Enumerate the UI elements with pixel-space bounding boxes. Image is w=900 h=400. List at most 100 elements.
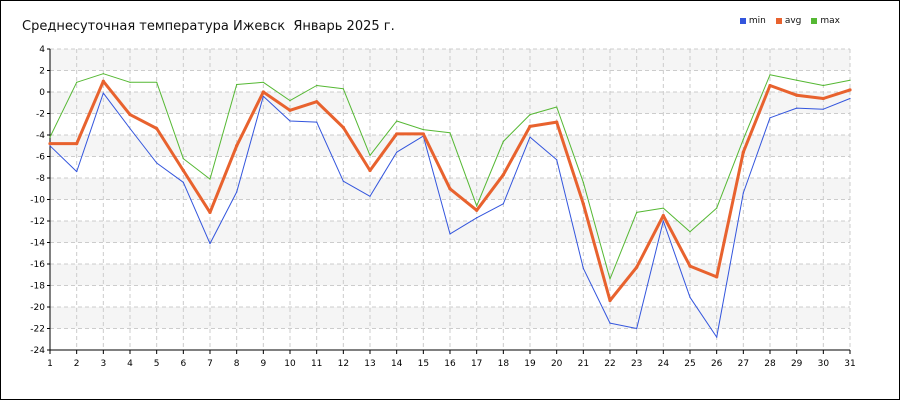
y-tick-label: -10: [30, 196, 45, 206]
data-point-avg: [848, 88, 852, 92]
data-point-max: [822, 84, 824, 87]
data-point-max: [742, 138, 744, 140]
x-tick-label: 13: [364, 359, 375, 369]
x-tick-label: 30: [818, 359, 830, 369]
data-point-avg: [181, 168, 185, 173]
x-tick-label: 10: [284, 359, 296, 369]
data-point-max: [689, 231, 691, 233]
data-point-max: [76, 81, 78, 83]
data-point-avg: [608, 298, 612, 303]
data-point-min: [289, 120, 291, 122]
x-tick-label: 28: [764, 359, 776, 369]
data-point-max: [369, 154, 371, 157]
data-point-min: [102, 92, 104, 94]
data-point-min: [76, 170, 78, 173]
y-tick-label: 2: [39, 67, 45, 77]
legend-swatch-min: [739, 18, 746, 24]
x-tick-label: 29: [791, 359, 803, 369]
data-point-avg: [635, 265, 639, 269]
data-point-avg: [715, 275, 719, 279]
x-tick-label: 2: [74, 359, 80, 369]
data-point-min: [449, 233, 451, 235]
data-point-max: [476, 205, 478, 207]
data-point-min: [182, 181, 184, 183]
data-point-avg: [421, 132, 425, 136]
data-point-max: [716, 207, 718, 209]
data-point-min: [502, 203, 504, 205]
data-point-min: [316, 121, 318, 123]
x-tick-label: 19: [524, 359, 536, 369]
data-point-max: [156, 81, 158, 83]
x-tick-label: 14: [391, 359, 403, 369]
data-point-min: [849, 97, 851, 100]
y-tick-label: -8: [36, 174, 45, 184]
legend-swatch-avg: [775, 18, 782, 24]
data-point-min: [742, 192, 744, 194]
data-point-min: [689, 296, 691, 298]
x-tick-label: 5: [154, 359, 160, 369]
data-point-avg: [288, 108, 292, 112]
data-point-avg: [475, 208, 479, 212]
data-point-min: [662, 220, 664, 222]
data-point-avg: [555, 120, 559, 124]
y-tick-label: -6: [36, 153, 45, 163]
x-tick-label: 20: [551, 359, 563, 369]
y-tick-label: -20: [30, 303, 45, 313]
x-tick-label: 25: [684, 359, 695, 369]
data-point-min: [609, 322, 611, 324]
data-point-avg: [741, 150, 745, 154]
data-point-avg: [155, 126, 159, 131]
x-tick-label: 18: [498, 359, 510, 369]
data-point-min: [156, 162, 158, 164]
x-tick-label: 16: [444, 359, 456, 369]
legend-item-min: min: [739, 16, 766, 26]
data-point-min: [556, 159, 558, 161]
x-tick-label: 21: [578, 359, 589, 369]
x-tick-label: 11: [311, 359, 322, 369]
data-point-avg: [581, 202, 585, 206]
data-point-max: [449, 132, 451, 134]
data-point-max: [769, 74, 771, 76]
data-point-max: [502, 140, 504, 143]
x-tick-label: 3: [100, 359, 106, 369]
data-point-avg: [395, 132, 399, 136]
x-tick-label: 8: [234, 359, 240, 369]
data-point-min: [342, 180, 344, 182]
x-tick-label: 6: [180, 359, 186, 369]
data-point-min: [822, 108, 824, 110]
data-point-min: [636, 327, 638, 330]
y-tick-label: -4: [36, 131, 45, 141]
data-point-max: [422, 129, 424, 131]
chart-legend: min avg max: [739, 16, 840, 26]
data-point-min: [262, 95, 264, 97]
x-tick-label: 23: [631, 359, 642, 369]
data-point-min: [129, 127, 131, 130]
data-point-max: [316, 84, 318, 87]
data-point-avg: [235, 144, 239, 148]
data-point-max: [289, 100, 291, 102]
data-point-avg: [448, 187, 452, 191]
x-tick-label: 17: [471, 359, 482, 369]
x-tick-label: 26: [711, 359, 723, 369]
data-point-avg: [768, 83, 772, 88]
legend-label-min: min: [748, 16, 766, 26]
data-point-avg: [101, 79, 105, 83]
data-point-max: [262, 81, 264, 83]
data-point-avg: [261, 90, 265, 94]
legend-swatch-max: [811, 18, 818, 24]
data-point-avg: [315, 100, 319, 104]
data-point-min: [369, 195, 371, 197]
data-point-max: [342, 88, 344, 90]
data-point-min: [49, 145, 51, 147]
data-point-avg: [75, 142, 79, 146]
data-point-max: [582, 181, 584, 183]
y-tick-label: -2: [36, 110, 45, 120]
data-point-avg: [368, 168, 372, 173]
data-point-avg: [48, 142, 52, 146]
data-point-min: [716, 336, 718, 338]
x-tick-label: 22: [604, 359, 615, 369]
data-point-max: [849, 79, 851, 81]
data-point-max: [796, 79, 798, 81]
x-tick-label: 9: [260, 359, 266, 369]
x-tick-label: 27: [738, 359, 749, 369]
